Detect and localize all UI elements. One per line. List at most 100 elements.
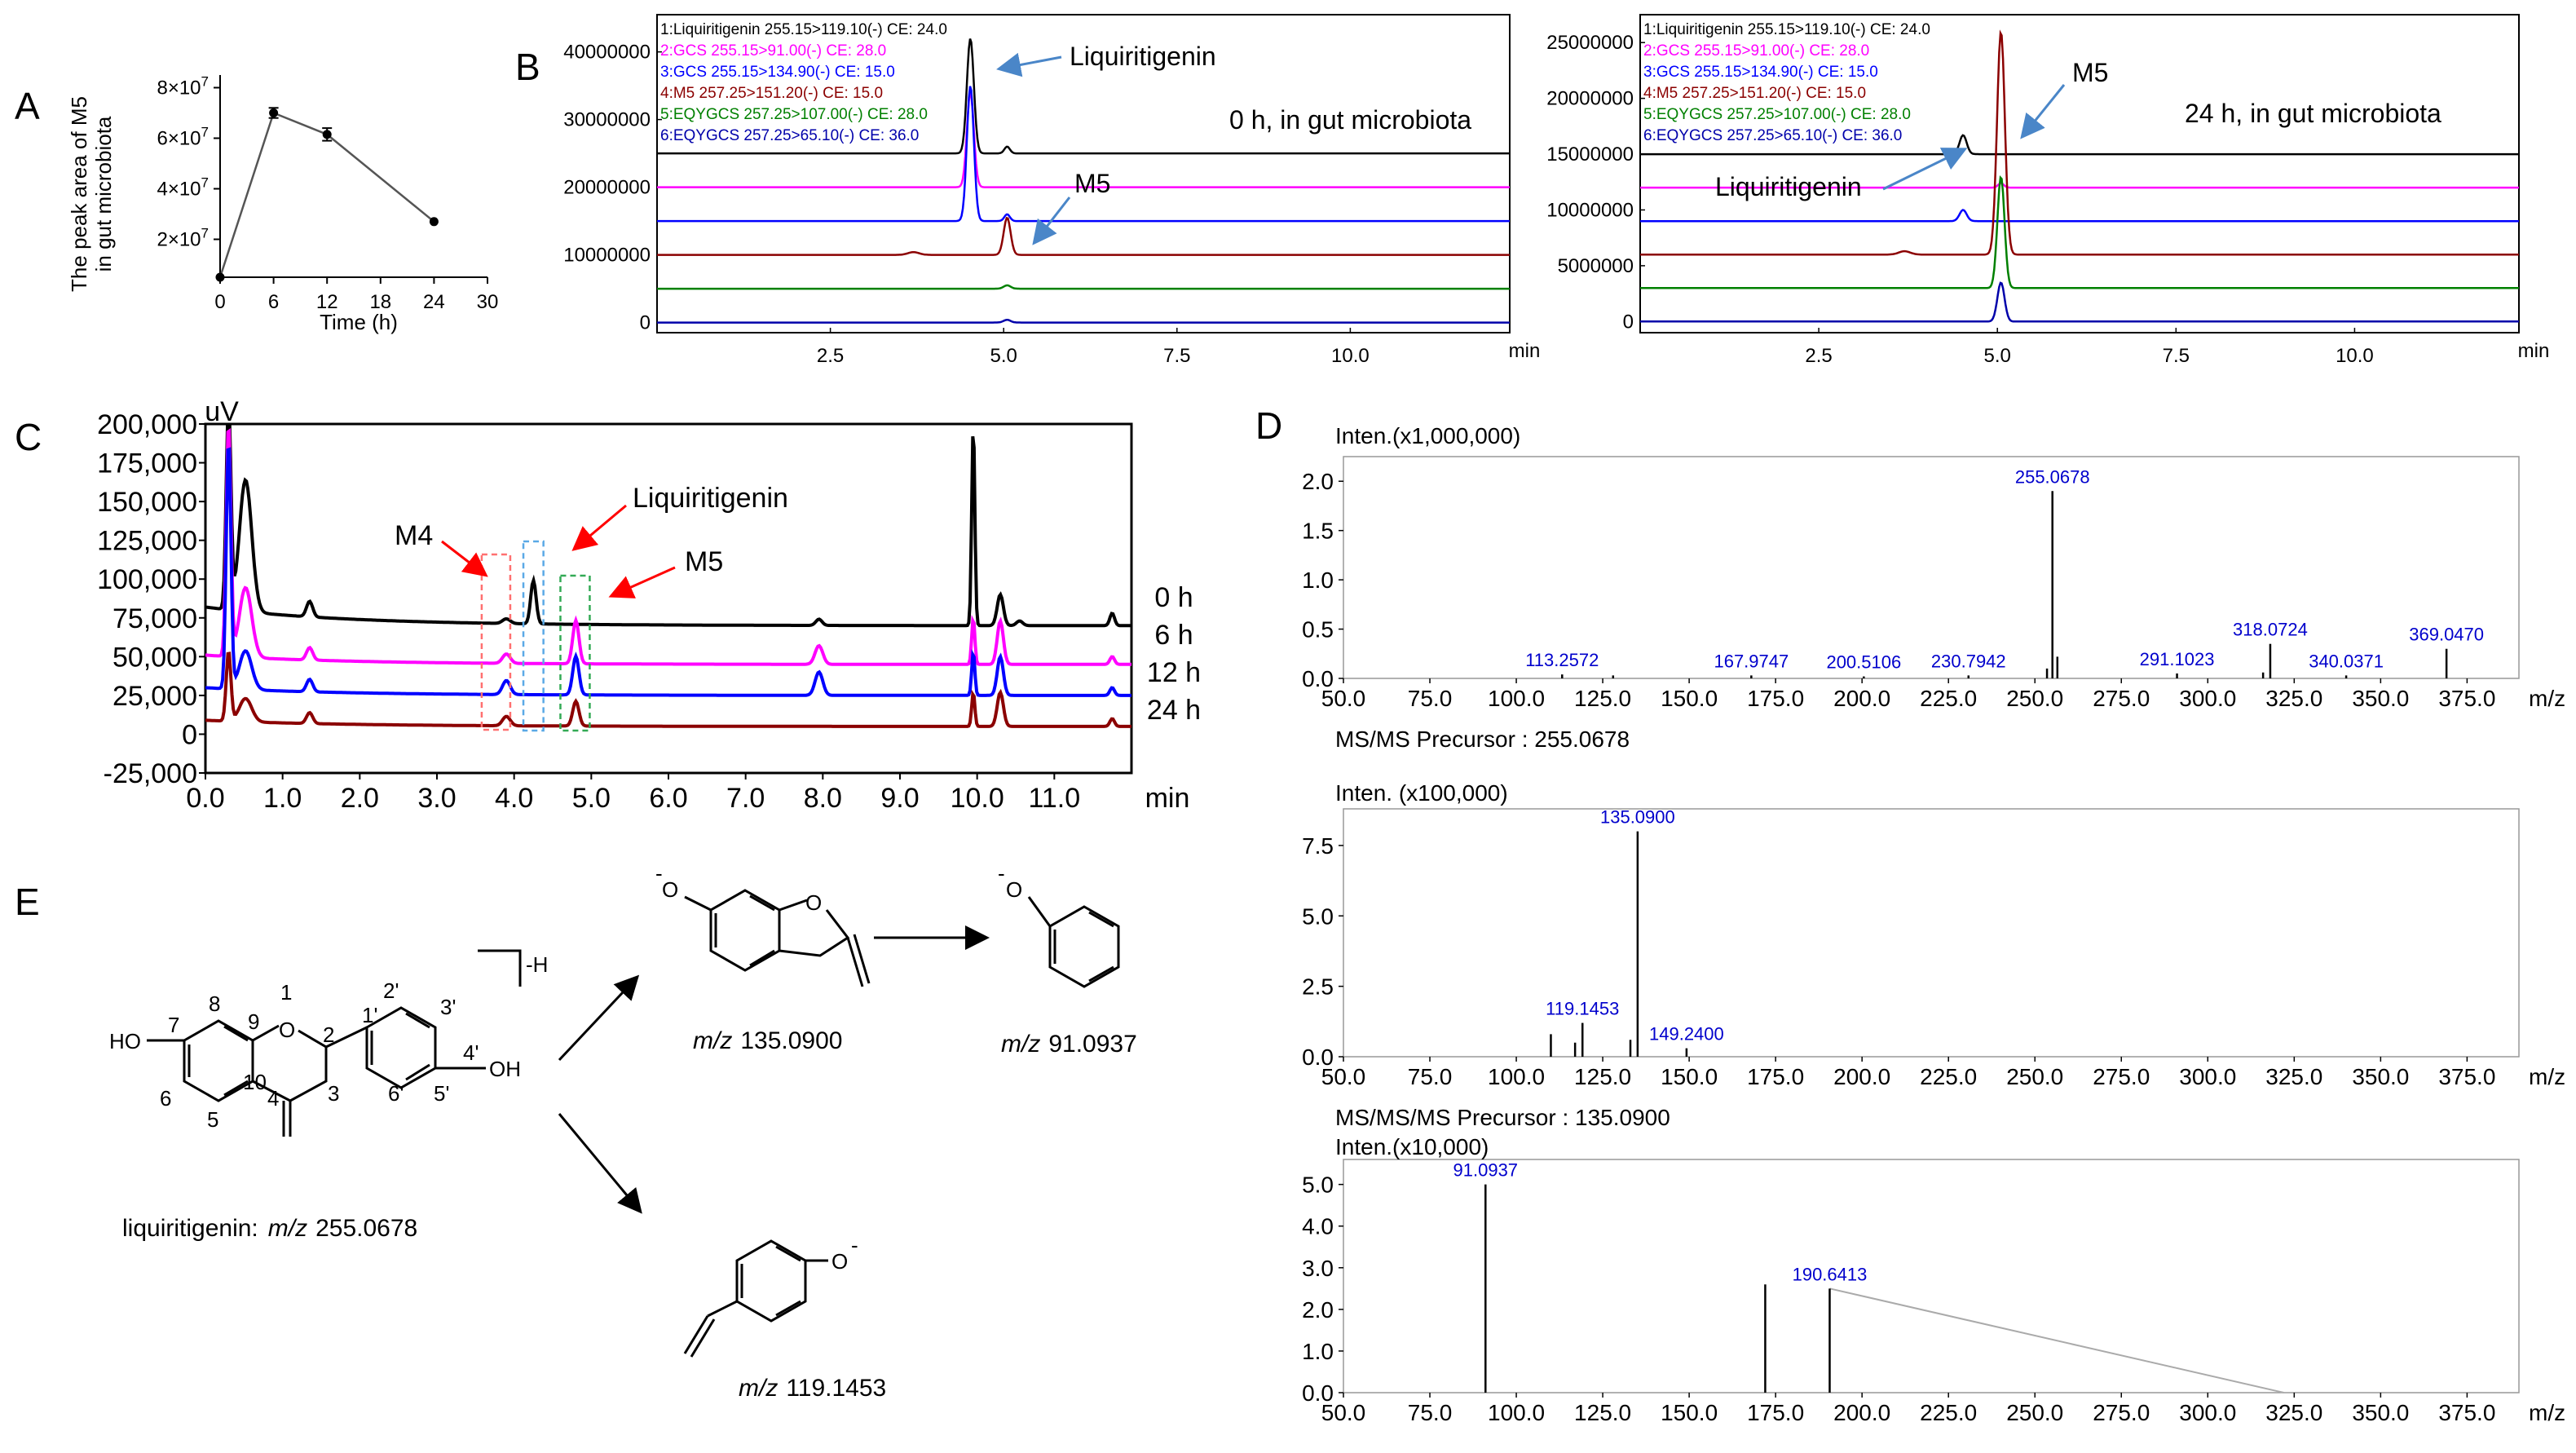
panel-d-ms2-x-tick-label: 275.0	[2093, 1064, 2150, 1089]
panel-c-series-label: 12 h	[1147, 657, 1201, 688]
panel-d-ms-chart: Inten.(x1,000,000) 50.0 75.0 100.0 125.0 150.…	[1302, 423, 2565, 752]
fragment-119-mz: 119.1453	[786, 1375, 886, 1402]
fragment-91-double-3	[1088, 911, 1114, 928]
panel-d-ms-x-tick-label: 100.0	[1488, 686, 1545, 711]
atom-10: 10	[243, 1070, 267, 1094]
panel-d-ms3-y-tick-label: 5.0	[1302, 1173, 1334, 1198]
ring-oxygen-label: O	[279, 1018, 295, 1042]
panel-d-ms-peak-label: 318.0724	[2233, 620, 2308, 640]
panel-c-chart: uV 0.0 1.0 2.0 3.0 4.0 5.0 6.0 7.0 8.0 9.0 10.0 11.0…	[97, 396, 1201, 814]
panel-b-0h-chart: 2.5 5.0 7.5 10.0 min 40000000 30000000 20000000…	[563, 14, 1540, 367]
panel-d-ms2-x-tick-label: 50.0	[1321, 1064, 1366, 1089]
panel-d-ms2-x-tick-label: 150.0	[1661, 1064, 1718, 1089]
panel-c: C uV 0.0 1.0 2.0 3.0 4.0 5.0 6.0 7.0 8.0 9.0 10.0 11…	[15, 396, 1201, 814]
panel-c-x-tick-label: 11.0	[1029, 783, 1081, 814]
panel-a-y-tick-label: 6×107	[157, 125, 209, 150]
fragment-119-o: O	[831, 1249, 848, 1274]
panel-label-d: D	[1255, 404, 1282, 447]
panel-a-x-tick-label: 18	[369, 291, 391, 313]
panel-c-y-tick-label: 50,000	[112, 642, 197, 673]
atom-1: 1	[280, 980, 292, 1005]
panel-d-ms-x-tick-label: 50.0	[1321, 686, 1366, 711]
panel-d-ms2-ylabel: Inten. (x100,000)	[1335, 780, 1508, 806]
panel-d-ms2-x-tick-label: 350.0	[2352, 1064, 2409, 1089]
panel-d-ms3-x-tick-label: 250.0	[2006, 1400, 2063, 1425]
fragment-135-carbonyl-2	[853, 934, 871, 984]
panel-c-liquiritigenin-box	[522, 540, 545, 732]
ring-c	[252, 1024, 328, 1102]
atom-4p: 4'	[463, 1040, 479, 1065]
panel-a-data-point	[322, 130, 332, 139]
panel-a-x-tick-label: 30	[477, 291, 499, 313]
panel-b-0h-trace-3	[657, 86, 1510, 223]
fragment-135-double-2	[749, 949, 775, 967]
panel-b-24h-peak-label: Liquiritigenin	[1715, 172, 1862, 201]
panel-c-m4-arrow	[441, 540, 488, 577]
atom-9: 9	[248, 1009, 259, 1034]
ring-b-double-1	[405, 1012, 430, 1029]
panel-c-y-unit: uV	[205, 396, 239, 427]
panel-d-ms-y-tick-label: 0.5	[1302, 617, 1334, 643]
panel-b-0h-legend-entry: 6:EQYGCS 257.25>65.10(-) CE: 36.0	[660, 127, 919, 144]
panel-a-y-tick-exp: 7	[201, 74, 209, 90]
panel-b-0h-peak-arrow	[996, 52, 1062, 77]
panel-d-ms3-x-tick-label: 125.0	[1574, 1400, 1631, 1425]
panel-b-0h-legend-entry: 2:GCS 255.15>91.00(-) CE: 28.0	[660, 42, 886, 60]
panel-d-ms2-x-tick-label: 175.0	[1747, 1064, 1804, 1089]
panel-b-0h-x-tick-label: 2.5	[817, 345, 844, 367]
panel-a-y-tick-label: 8×107	[157, 74, 209, 99]
fragment-135-lactone	[779, 899, 850, 957]
fragment-91-caption: m/z 91.0937	[1001, 1031, 1137, 1058]
panel-b-0h-peak-label: Liquiritigenin	[1070, 42, 1216, 71]
panel-a-y-tick-exp: 7	[201, 226, 209, 241]
panel-b-0h-y-tick-label: 40000000	[563, 42, 651, 64]
panel-a-y-tick-label: 4×107	[157, 175, 209, 201]
fragment-135-mz-italic: m/z	[693, 1027, 732, 1054]
panel-d-ms-peak-label: 113.2572	[1525, 650, 1599, 670]
panel-a-y-tick-label: 2×107	[157, 226, 209, 251]
atom-4: 4	[267, 1086, 279, 1111]
panel-d-ms2-y-tick-label: 0.0	[1302, 1044, 1334, 1070]
panel-b-0h-y-tick-label: 0	[640, 312, 651, 334]
fragment-135-mz: 135.0900	[740, 1027, 842, 1054]
panel-b-0h-annotation: 0 h, in gut microbiota	[1229, 105, 1471, 135]
panel-b-24h-legend-entry: 5:EQYGCS 257.25>107.00(-) CE: 28.0	[1643, 106, 1911, 123]
ho-label: HO	[109, 1029, 141, 1053]
liquiritigenin-structure	[147, 949, 522, 1137]
panel-c-x-tick-label: 4.0	[495, 783, 533, 814]
panel-c-y-tick-label: 100,000	[97, 564, 197, 595]
panel-d: D Inten.(x1,000,000) 50.0 75.0 100.0 125.0 15…	[1255, 404, 2565, 1425]
panel-a-ylabel: The peak area of M5in gut microbiota	[67, 96, 116, 292]
panel-b-24h-legend-entry: 2:GCS 255.15>91.00(-) CE: 28.0	[1643, 42, 1869, 60]
panel-b-24h-y-tick-label: 5000000	[1558, 255, 1634, 277]
fragment-91-o-bond	[1027, 896, 1052, 927]
panel-b-24h-y-tick-label: 25000000	[1546, 32, 1634, 54]
panel-b-24h-trace-4	[1640, 29, 2519, 256]
panel-c-trace	[205, 447, 1131, 697]
panel-c-y-tick-label: 175,000	[97, 448, 197, 479]
panel-b-0h-x-tick-label: 10.0	[1331, 345, 1370, 367]
panel-d-ms3-y-tick-label: 1.0	[1302, 1339, 1334, 1364]
panel-b-24h-x-tick-label: 10.0	[2336, 345, 2374, 367]
panel-label-b: B	[515, 46, 540, 88]
panel-b-24h-annotation: 24 h, in gut microbiota	[2185, 99, 2441, 128]
panel-d-ms2-x-unit: m/z	[2529, 1064, 2565, 1089]
panel-c-x-tick-label: 9.0	[880, 783, 919, 814]
panel-b-0h-peak-arrow	[1032, 197, 1071, 245]
panel-a-y-tick-base: 8×10	[157, 77, 201, 99]
panel-a-series-line	[218, 111, 435, 278]
fragment-119-vinyl-1	[707, 1300, 738, 1318]
panel-b-0h-frame	[656, 14, 1511, 333]
panel-b-24h-x-tick-label: 7.5	[2163, 345, 2190, 367]
panel-c-x-tick-label: 2.0	[341, 783, 379, 814]
panel-d-ms-x-tick-label: 225.0	[1920, 686, 1977, 711]
panel-a-x-tick-label: 24	[423, 291, 445, 313]
panel-d-ms-x-tick-label: 125.0	[1574, 686, 1631, 711]
panel-a-x-tick-label: 6	[268, 291, 279, 313]
panel-d-ms-peak-label: 255.0678	[2015, 466, 2090, 487]
fragment-135-o-ring: O	[805, 890, 822, 915]
panel-d-ms-y-tick-label: 0.0	[1302, 666, 1334, 691]
fragment-91-o: O	[1006, 877, 1022, 902]
